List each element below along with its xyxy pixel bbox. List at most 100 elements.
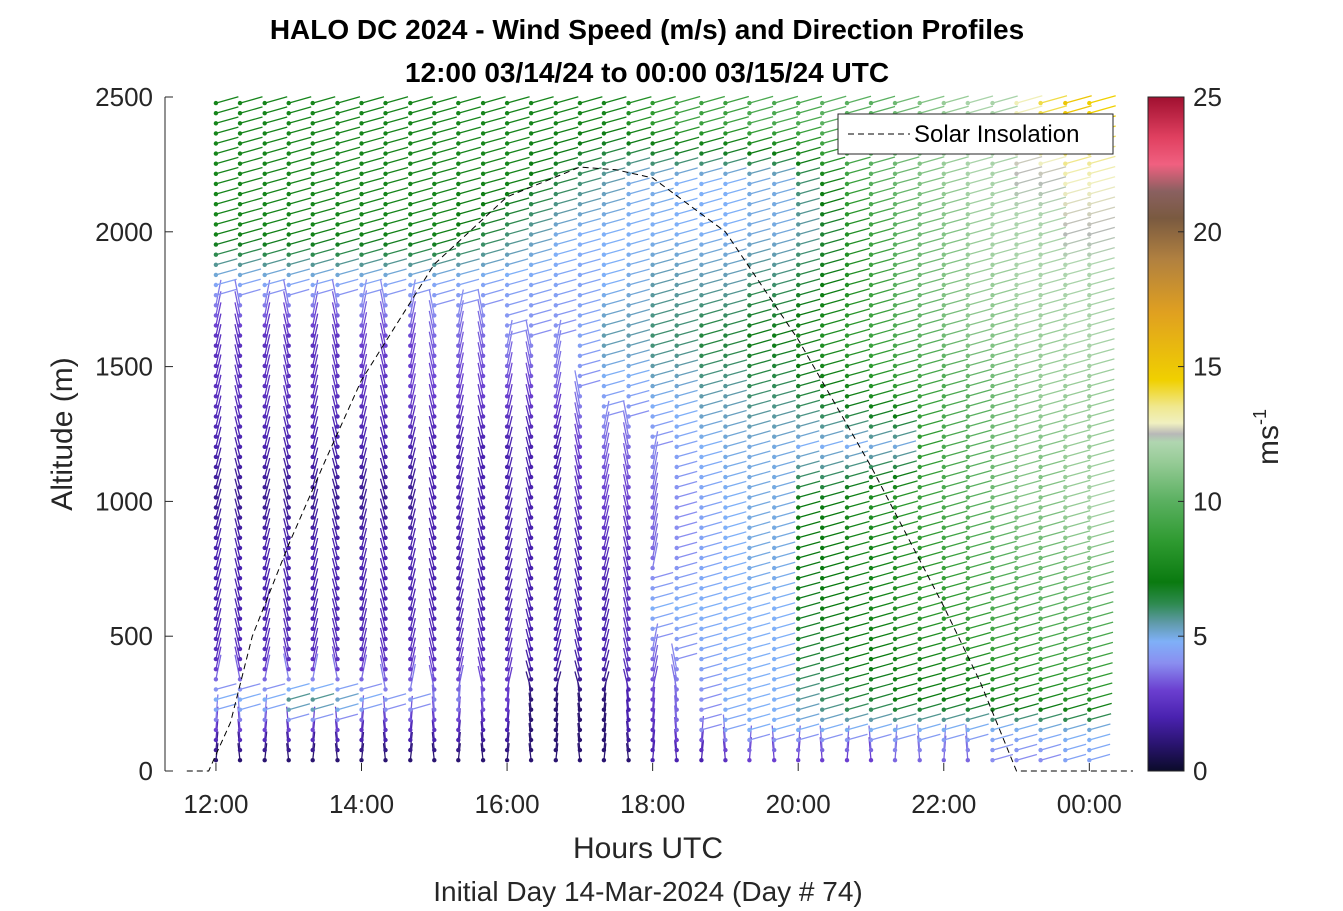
wind-barb-shaft bbox=[215, 385, 222, 407]
wind-barb bbox=[504, 116, 530, 126]
wind-barb-shaft bbox=[506, 497, 513, 518]
wind-barb bbox=[262, 537, 271, 561]
wind-barb bbox=[283, 457, 291, 480]
wind-barb-dot bbox=[747, 141, 752, 146]
wind-barb-dot bbox=[747, 161, 752, 166]
wind-barb-shaft bbox=[774, 369, 797, 377]
wind-barb-shaft bbox=[798, 177, 820, 185]
wind-barb bbox=[747, 217, 771, 227]
wind-barb bbox=[456, 517, 464, 540]
wind-barb-shaft bbox=[457, 436, 464, 458]
wind-barb-dot bbox=[237, 202, 243, 207]
wind-barb-dot bbox=[723, 434, 728, 439]
wind-barb bbox=[553, 517, 562, 540]
wind-barb bbox=[408, 617, 416, 642]
wind-barb-dot bbox=[723, 576, 728, 581]
wind-barb-shaft bbox=[774, 187, 796, 195]
wind-barb-dot bbox=[432, 545, 437, 551]
wind-barb bbox=[622, 505, 631, 530]
wind-barb-dot bbox=[286, 636, 291, 642]
wind-barb-dot bbox=[504, 151, 510, 156]
wind-barb bbox=[553, 187, 578, 197]
wind-barb-shaft bbox=[652, 207, 674, 215]
wind-barb-shaft bbox=[337, 237, 360, 246]
wind-barb bbox=[310, 457, 319, 480]
wind-barb bbox=[262, 96, 288, 106]
wind-barb-shaft bbox=[215, 537, 222, 559]
wind-barb-dot bbox=[674, 727, 679, 733]
wind-barb-shaft bbox=[725, 258, 747, 266]
wind-barb bbox=[477, 517, 486, 540]
wind-barb-dot bbox=[626, 161, 631, 166]
wind-barb-shaft bbox=[428, 517, 435, 538]
wind-barb bbox=[234, 354, 243, 379]
wind-barb-dot bbox=[432, 555, 437, 561]
wind-barb-dot bbox=[286, 293, 291, 298]
wind-barb bbox=[504, 456, 513, 480]
wind-barb bbox=[626, 278, 650, 288]
wind-barb-dot bbox=[359, 565, 364, 571]
wind-barb bbox=[650, 298, 675, 308]
wind-barb bbox=[359, 187, 385, 197]
wind-barb-dot bbox=[213, 596, 219, 601]
wind-barb bbox=[528, 248, 553, 257]
wind-barb bbox=[650, 349, 675, 358]
wind-barb-dot bbox=[262, 687, 267, 692]
wind-barb bbox=[747, 238, 771, 247]
wind-barb-shaft bbox=[428, 405, 435, 427]
wind-barb-dot bbox=[432, 626, 437, 631]
wind-barb-shaft bbox=[603, 546, 610, 569]
wind-barb-dot bbox=[504, 727, 510, 733]
wind-barb-dot bbox=[796, 697, 801, 702]
wind-barb-dot bbox=[456, 535, 461, 540]
wind-barb-shaft bbox=[239, 176, 263, 185]
wind-barb bbox=[723, 157, 748, 166]
wind-barb-shaft bbox=[525, 373, 532, 397]
wind-barb-shaft bbox=[676, 187, 698, 195]
wind-barb bbox=[622, 627, 631, 652]
wind-barb-dot bbox=[504, 697, 510, 702]
wind-barb bbox=[574, 527, 583, 551]
wind-barb-shaft bbox=[477, 383, 484, 407]
wind-barb-dot bbox=[747, 212, 752, 217]
wind-barb-dot bbox=[262, 151, 267, 156]
wind-barb bbox=[408, 508, 416, 530]
wind-barb-shaft bbox=[652, 278, 675, 286]
wind-barb bbox=[504, 598, 513, 621]
wind-barb-shaft bbox=[798, 551, 821, 559]
wind-barb bbox=[234, 617, 243, 642]
wind-barb-shaft bbox=[428, 342, 435, 367]
wind-barb-dot bbox=[577, 333, 583, 338]
wind-barb-dot bbox=[796, 727, 801, 733]
wind-barb-dot bbox=[674, 444, 679, 449]
wind-barb-dot bbox=[432, 161, 437, 166]
wind-barb bbox=[601, 106, 627, 116]
wind-barb-shaft bbox=[628, 217, 650, 226]
wind-barb-dot bbox=[213, 667, 219, 672]
wind-barb-dot bbox=[286, 313, 291, 318]
wind-barb bbox=[699, 258, 723, 267]
wind-barb bbox=[699, 359, 724, 369]
wind-barb-dot bbox=[335, 646, 340, 652]
wind-barb-shaft bbox=[506, 517, 513, 538]
wind-barb-dot bbox=[553, 444, 558, 449]
wind-barb-shaft bbox=[379, 617, 387, 640]
wind-barb-dot bbox=[213, 242, 219, 247]
wind-barb-dot bbox=[432, 414, 437, 419]
wind-barb-dot bbox=[699, 444, 704, 449]
wind-barb bbox=[574, 485, 583, 510]
wind-barb-dot bbox=[504, 252, 510, 257]
wind-barb-shaft bbox=[331, 478, 339, 498]
wind-barb-shaft bbox=[331, 488, 339, 508]
wind-barb-shaft bbox=[701, 531, 723, 539]
wind-barb-shaft bbox=[288, 106, 312, 114]
wind-barb bbox=[428, 467, 437, 490]
wind-barb-dot bbox=[747, 373, 752, 379]
wind-barb-dot bbox=[237, 262, 243, 267]
wind-barb bbox=[650, 612, 674, 621]
wind-barb-dot bbox=[723, 555, 728, 561]
wind-barb-shaft bbox=[312, 207, 336, 215]
wind-barb-dot bbox=[213, 626, 219, 631]
wind-barb-dot bbox=[286, 545, 291, 551]
wind-barb bbox=[477, 467, 486, 490]
